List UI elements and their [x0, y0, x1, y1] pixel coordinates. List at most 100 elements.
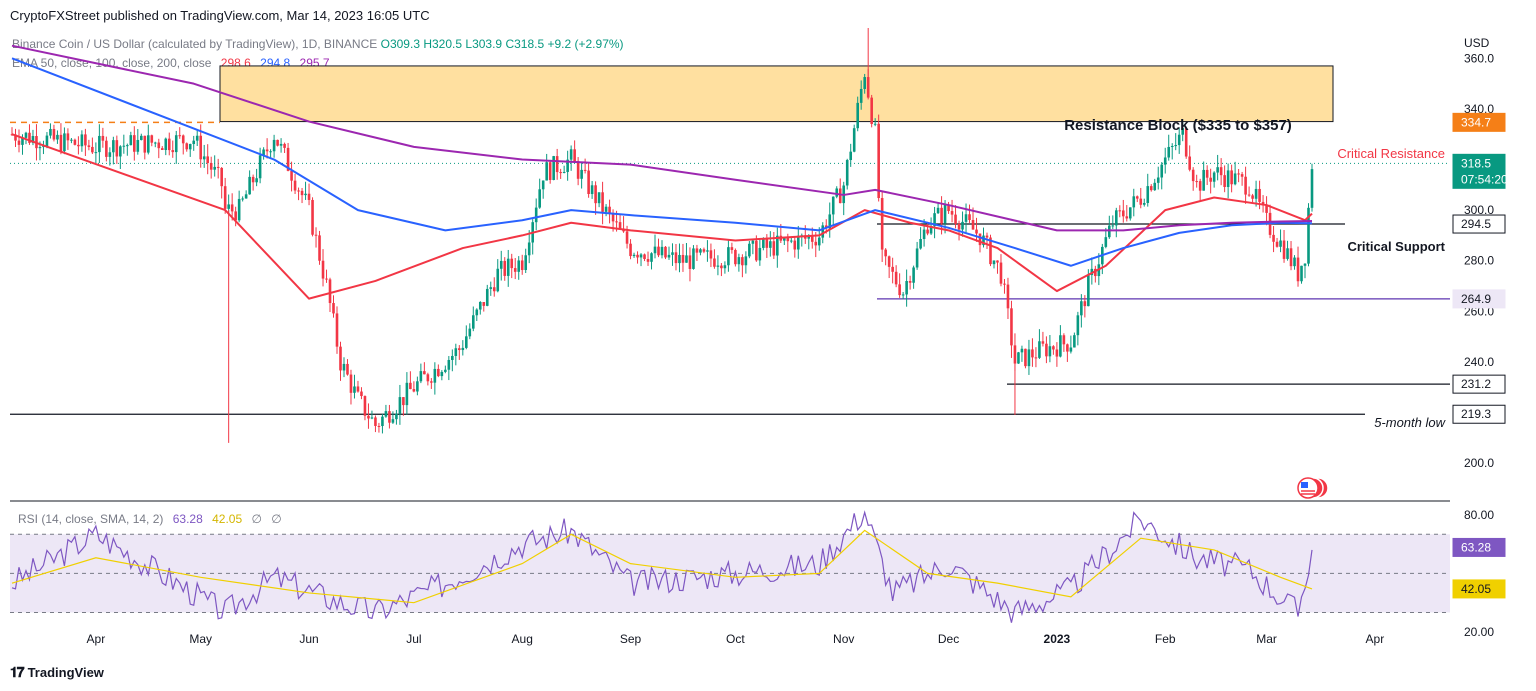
- candle: [524, 248, 528, 274]
- svg-text:219.3: 219.3: [1461, 407, 1491, 421]
- candle: [590, 180, 594, 199]
- time-axis-label: Feb: [1155, 632, 1176, 646]
- candle: [772, 231, 776, 260]
- candle: [1177, 127, 1181, 154]
- candle: [126, 143, 129, 156]
- candle: [887, 255, 891, 279]
- candle: [1003, 279, 1006, 294]
- candle: [1223, 165, 1226, 193]
- candle: [531, 219, 534, 255]
- candle: [1090, 257, 1094, 285]
- candle: [1244, 166, 1247, 204]
- candle: [1153, 178, 1157, 191]
- candle: [426, 372, 430, 386]
- candle: [367, 403, 370, 429]
- candle: [1198, 178, 1202, 201]
- candle: [318, 230, 321, 265]
- candle: [478, 301, 482, 315]
- candle: [706, 240, 709, 262]
- ema-params: EMA 50, close, 100, close, 200, close: [12, 56, 212, 70]
- price-tick-label: 300.0: [1464, 203, 1494, 217]
- candle: [230, 193, 234, 221]
- ema-layer: [11, 44, 1313, 300]
- candle: [709, 243, 713, 268]
- candle: [363, 395, 367, 421]
- candle: [730, 242, 734, 254]
- candle: [136, 128, 140, 155]
- rsi-tick-label: 80.00: [1464, 508, 1494, 522]
- candle: [573, 140, 576, 162]
- critical-support-label: Critical Support: [1347, 239, 1445, 254]
- candle: [1265, 196, 1268, 226]
- tradingview-logo[interactable]: 𝟏𝟕 TradingView: [10, 664, 104, 681]
- candle: [405, 372, 409, 415]
- candle: [898, 273, 901, 298]
- candle: [884, 248, 887, 266]
- candle: [112, 136, 115, 165]
- economic-event-icon[interactable]: [1297, 477, 1329, 499]
- rsi-value-tag: 63.28: [1452, 537, 1506, 557]
- candle: [1275, 237, 1279, 248]
- candle: [1289, 241, 1293, 271]
- candle: [1062, 333, 1066, 352]
- candle: [269, 149, 272, 158]
- candle: [492, 277, 496, 297]
- last-price-tag: 318.5 07:54:20: [1452, 153, 1508, 189]
- currency-label: USD: [1464, 36, 1490, 50]
- candle: [947, 201, 950, 214]
- candle: [702, 247, 706, 254]
- candle: [1195, 174, 1198, 188]
- candle: [150, 134, 154, 147]
- candle: [629, 239, 632, 260]
- candle: [1132, 188, 1136, 217]
- svg-text:318.5: 318.5: [1461, 156, 1491, 170]
- candle: [636, 251, 639, 264]
- time-axis-label: May: [189, 632, 212, 646]
- candle: [1209, 168, 1212, 194]
- svg-text:294.5: 294.5: [1461, 217, 1491, 231]
- candle: [335, 306, 339, 354]
- candle: [1205, 165, 1209, 185]
- candle: [234, 206, 237, 227]
- candle: [384, 404, 388, 418]
- candle: [1202, 161, 1205, 191]
- candle: [520, 254, 524, 275]
- candle: [24, 131, 28, 145]
- candle: [845, 158, 849, 190]
- candle: [276, 139, 279, 147]
- candle: [856, 96, 859, 132]
- candle: [101, 127, 105, 148]
- candle: [290, 161, 293, 192]
- candle: [388, 404, 391, 429]
- time-axis-label: Nov: [833, 632, 854, 646]
- candle: [538, 178, 541, 209]
- candle: [1135, 195, 1139, 203]
- candle: [286, 142, 290, 172]
- price-tick-label: 240.0: [1464, 355, 1494, 369]
- time-axis-label: Sep: [620, 632, 642, 646]
- candle: [664, 246, 667, 260]
- candle: [314, 227, 318, 248]
- critical-resistance-label: Critical Resistance: [1337, 146, 1445, 161]
- candle: [304, 181, 307, 200]
- candle: [1108, 215, 1111, 239]
- candle: [695, 244, 699, 262]
- candle: [1052, 345, 1055, 355]
- candle: [188, 143, 192, 157]
- level-264-tag: 264.9: [1452, 289, 1506, 309]
- candle: [727, 240, 730, 272]
- candle: [328, 277, 332, 312]
- svg-text:07:54:20: 07:54:20: [1461, 172, 1508, 186]
- candle: [1233, 161, 1237, 186]
- candle: [339, 341, 342, 381]
- candle: [381, 413, 384, 434]
- candle: [992, 260, 996, 269]
- rsi-sma-legend-value: 42.05: [212, 512, 243, 526]
- candle: [1139, 187, 1143, 209]
- candle: [1146, 173, 1150, 207]
- ema-line-50: [11, 133, 1313, 300]
- candle: [1251, 193, 1254, 203]
- candle: [1115, 207, 1118, 238]
- candle: [178, 127, 182, 139]
